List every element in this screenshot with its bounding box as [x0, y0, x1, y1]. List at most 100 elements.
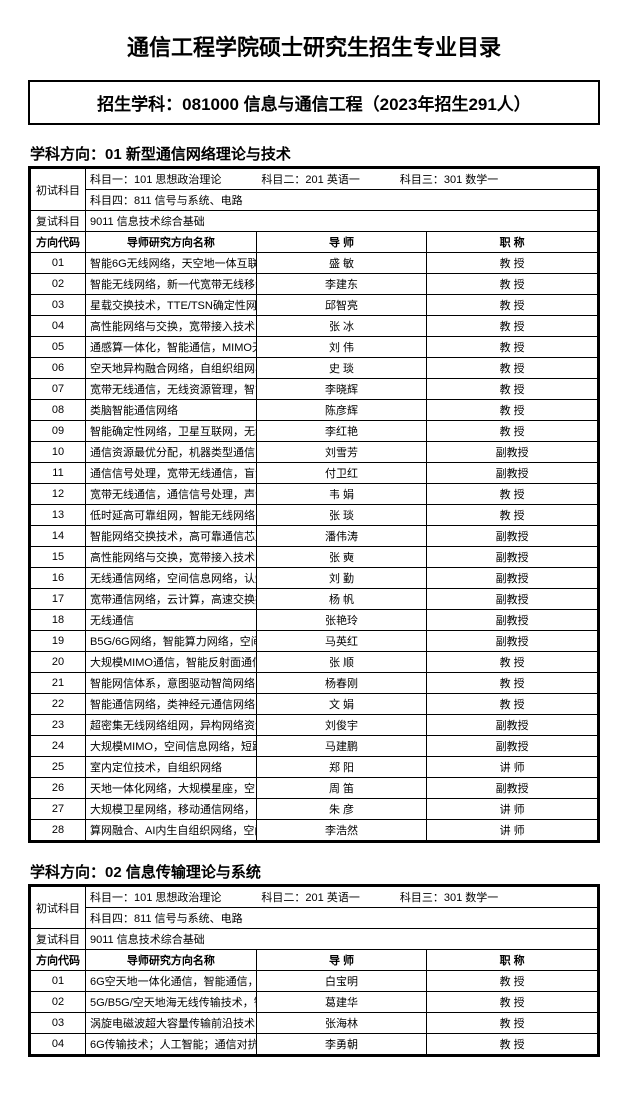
cell-code: 04 [31, 316, 86, 337]
exam-item: 9011 信息技术综合基础 [90, 213, 205, 229]
cell-title: 副教授 [427, 631, 598, 652]
table-row: 01智能6G无线网络，天空地一体互联网络，星地协同计算盛 敏教 授 [31, 253, 598, 274]
cell-code: 22 [31, 694, 86, 715]
table-row: 16无线通信网络，空间信息网络，认知网络刘 勤副教授 [31, 568, 598, 589]
table-row: 14智能网络交换技术，高可靠通信芯片设计潘伟涛副教授 [31, 526, 598, 547]
cell-code: 05 [31, 337, 86, 358]
table-row: 18无线通信张艳玲副教授 [31, 610, 598, 631]
cell-research: 6G传输技术；人工智能；通信对抗；认知通信 [86, 1034, 257, 1055]
cell-title: 教 授 [427, 295, 598, 316]
cell-advisor: 李红艳 [256, 421, 427, 442]
cell-research: 空天地异构融合网络，自组织组网与分布式计算 [86, 358, 257, 379]
cell-title: 教 授 [427, 1013, 598, 1034]
col-header-code: 方向代码 [31, 950, 86, 971]
cell-title: 教 授 [427, 505, 598, 526]
exam-content: 9011 信息技术综合基础 [86, 211, 598, 232]
cell-advisor: 邱智亮 [256, 295, 427, 316]
col-header-title: 职 称 [427, 950, 598, 971]
cell-title: 副教授 [427, 463, 598, 484]
cell-advisor: 马建鹏 [256, 736, 427, 757]
cell-title: 教 授 [427, 992, 598, 1013]
cell-code: 03 [31, 1013, 86, 1034]
exam-row: 复试科目9011 信息技术综合基础 [31, 929, 598, 950]
table-row: 12宽带无线通信，通信信号处理，声音信号处理韦 娟教 授 [31, 484, 598, 505]
exam-item: 科目三：301 数学一 [400, 889, 498, 905]
exam-item: 科目二：201 英语一 [261, 171, 359, 187]
cell-advisor: 郑 阳 [256, 757, 427, 778]
table-row: 06空天地异构融合网络，自组织组网与分布式计算史 琰教 授 [31, 358, 598, 379]
exam-row: 科目四：811 信号与系统、电路 [31, 908, 598, 929]
table-header-row: 方向代码导师研究方向名称导 师职 称 [31, 950, 598, 971]
direction-table: 初试科目科目一：101 思想政治理论科目二：201 英语一科目三：301 数学一… [30, 168, 598, 841]
cell-code: 24 [31, 736, 86, 757]
cell-code: 28 [31, 820, 86, 841]
exam-item: 科目四：811 信号与系统、电路 [90, 910, 243, 926]
direction-table: 初试科目科目一：101 思想政治理论科目二：201 英语一科目三：301 数学一… [30, 886, 598, 1055]
cell-title: 教 授 [427, 652, 598, 673]
cell-title: 教 授 [427, 400, 598, 421]
cell-research: 大规模卫星网络，移动通信网络，自组织网络 [86, 799, 257, 820]
cell-advisor: 陈彦辉 [256, 400, 427, 421]
direction-table-box: 初试科目科目一：101 思想政治理论科目二：201 英语一科目三：301 数学一… [28, 166, 600, 843]
exam-row: 初试科目科目一：101 思想政治理论科目二：201 英语一科目三：301 数学一 [31, 887, 598, 908]
table-row: 13低时延高可靠组网，智能无线网络，数字集成电路设计张 琰教 授 [31, 505, 598, 526]
cell-research: 无线通信 [86, 610, 257, 631]
cell-research: 算网融合、AI内生自组织网络，空间信息网络 [86, 820, 257, 841]
cell-code: 07 [31, 379, 86, 400]
cell-advisor: 潘伟涛 [256, 526, 427, 547]
cell-advisor: 李晓辉 [256, 379, 427, 400]
cell-research: 大规模MIMO通信，智能反射面通信，智能短距及星地通信 [86, 652, 257, 673]
cell-research: 宽带无线通信，无线资源管理，智能通信网络 [86, 379, 257, 400]
cell-research: 室内定位技术，自组织网络 [86, 757, 257, 778]
cell-title: 教 授 [427, 484, 598, 505]
cell-research: 通信信号处理，宽带无线通信，盲源分离 [86, 463, 257, 484]
col-header-title: 职 称 [427, 232, 598, 253]
exam-label: 复试科目 [31, 929, 86, 950]
cell-advisor: 张 冰 [256, 316, 427, 337]
cell-research: 无线通信网络，空间信息网络，认知网络 [86, 568, 257, 589]
cell-research: 天地一体化网络，大规模星座，空间信息网络 [86, 778, 257, 799]
cell-research: 智能通信网络，类神经元通信网络，群体智能通信技术 [86, 694, 257, 715]
direction-section: 学科方向：01 新型通信网络理论与技术初试科目科目一：101 思想政治理论科目二… [28, 139, 600, 843]
cell-title: 教 授 [427, 337, 598, 358]
table-row: 20大规模MIMO通信，智能反射面通信，智能短距及星地通信张 顺教 授 [31, 652, 598, 673]
col-header-advisor: 导 师 [256, 950, 427, 971]
cell-code: 15 [31, 547, 86, 568]
cell-code: 02 [31, 274, 86, 295]
cell-title: 讲 师 [427, 799, 598, 820]
cell-research: 通信资源最优分配，机器类型通信，信息中心网络 [86, 442, 257, 463]
exam-label: 初试科目 [31, 169, 86, 211]
cell-code: 25 [31, 757, 86, 778]
cell-code: 19 [31, 631, 86, 652]
cell-advisor: 盛 敏 [256, 253, 427, 274]
cell-code: 09 [31, 421, 86, 442]
cell-research: 5G/B5G/空天地海无线传输技术，智能通信信号处理 [86, 992, 257, 1013]
table-row: 21智能网信体系，意图驱动智简网络，智能自组织网络和博弈论杨春刚教 授 [31, 673, 598, 694]
cell-title: 教 授 [427, 358, 598, 379]
cell-research: 高性能网络与交换，宽带接入技术，网络协议设计 [86, 316, 257, 337]
table-row: 08类脑智能通信网络陈彦辉教 授 [31, 400, 598, 421]
cell-advisor: 周 笛 [256, 778, 427, 799]
cell-title: 教 授 [427, 673, 598, 694]
cell-advisor: 杨春刚 [256, 673, 427, 694]
exam-item: 科目一：101 思想政治理论 [90, 889, 221, 905]
exam-content: 科目一：101 思想政治理论科目二：201 英语一科目三：301 数学一 [86, 169, 598, 190]
direction-section: 学科方向：02 信息传输理论与系统初试科目科目一：101 思想政治理论科目二：2… [28, 857, 600, 1057]
exam-label: 复试科目 [31, 211, 86, 232]
table-row: 05通感算一体化，智能通信，MIMO无线通信，空间信息网络刘 伟教 授 [31, 337, 598, 358]
page-title: 通信工程学院硕士研究生招生专业目录 [28, 30, 600, 62]
cell-research: 智能网信体系，意图驱动智简网络，智能自组织网络和博弈论 [86, 673, 257, 694]
table-row: 03涡旋电磁波超大容量传输前沿技术，应急保障通信关键技术与装备张海林教 授 [31, 1013, 598, 1034]
cell-research: 低时延高可靠组网，智能无线网络，数字集成电路设计 [86, 505, 257, 526]
table-row: 10通信资源最优分配，机器类型通信，信息中心网络刘雪芳副教授 [31, 442, 598, 463]
exam-label: 初试科目 [31, 887, 86, 929]
cell-research: 高性能网络与交换，宽带接入技术，网络协议设计 [86, 547, 257, 568]
cell-title: 副教授 [427, 736, 598, 757]
cell-code: 27 [31, 799, 86, 820]
cell-code: 13 [31, 505, 86, 526]
cell-code: 06 [31, 358, 86, 379]
cell-advisor: 马英红 [256, 631, 427, 652]
col-header-advisor: 导 师 [256, 232, 427, 253]
exam-content: 科目四：811 信号与系统、电路 [86, 908, 598, 929]
cell-advisor: 韦 娟 [256, 484, 427, 505]
